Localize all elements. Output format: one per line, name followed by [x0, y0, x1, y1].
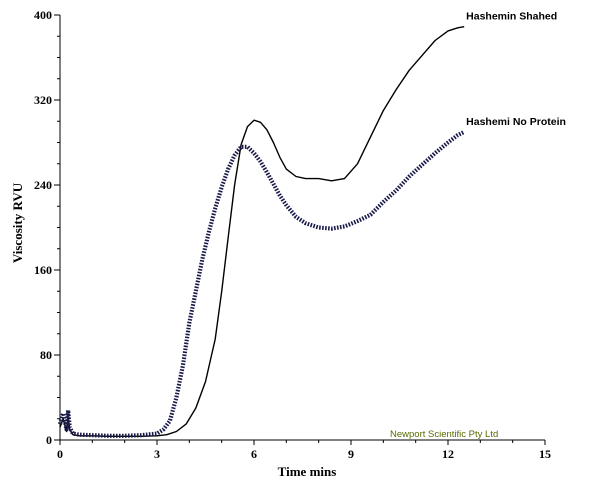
series-labels: Hashemin Shahed Hashemi No Protein: [466, 11, 566, 128]
x-tick-label: 3: [154, 447, 160, 461]
axes: [59, 15, 545, 441]
x-tick-label: 0: [57, 447, 63, 461]
x-tick-label: 15: [539, 447, 551, 461]
x-axis-label: Time mins: [278, 464, 337, 479]
series-line-2: [57, 130, 466, 438]
y-tick-label: 240: [34, 178, 52, 192]
credit-label: Newport Scientific Pty Ltd: [390, 429, 498, 440]
y-tick-label: 400: [34, 8, 52, 22]
x-tick-label: 6: [251, 447, 257, 461]
series-line-1: [59, 26, 465, 437]
series-label-1: Hashemin Shahed: [466, 11, 557, 23]
y-tick-label: 0: [46, 433, 52, 447]
ticks: 0 3 6 9 12 15 0 80 160 240 320 400: [34, 8, 551, 461]
series-label-2: Hashemi No Protein: [466, 116, 566, 128]
y-tick-label: 320: [34, 93, 52, 107]
y-axis-label: Viscosity RVU: [10, 182, 25, 263]
x-tick-label: 12: [442, 447, 454, 461]
y-tick-label: 160: [34, 263, 52, 277]
y-tick-label: 80: [40, 348, 52, 362]
x-tick-label: 9: [348, 447, 354, 461]
series-lines: [57, 26, 466, 438]
